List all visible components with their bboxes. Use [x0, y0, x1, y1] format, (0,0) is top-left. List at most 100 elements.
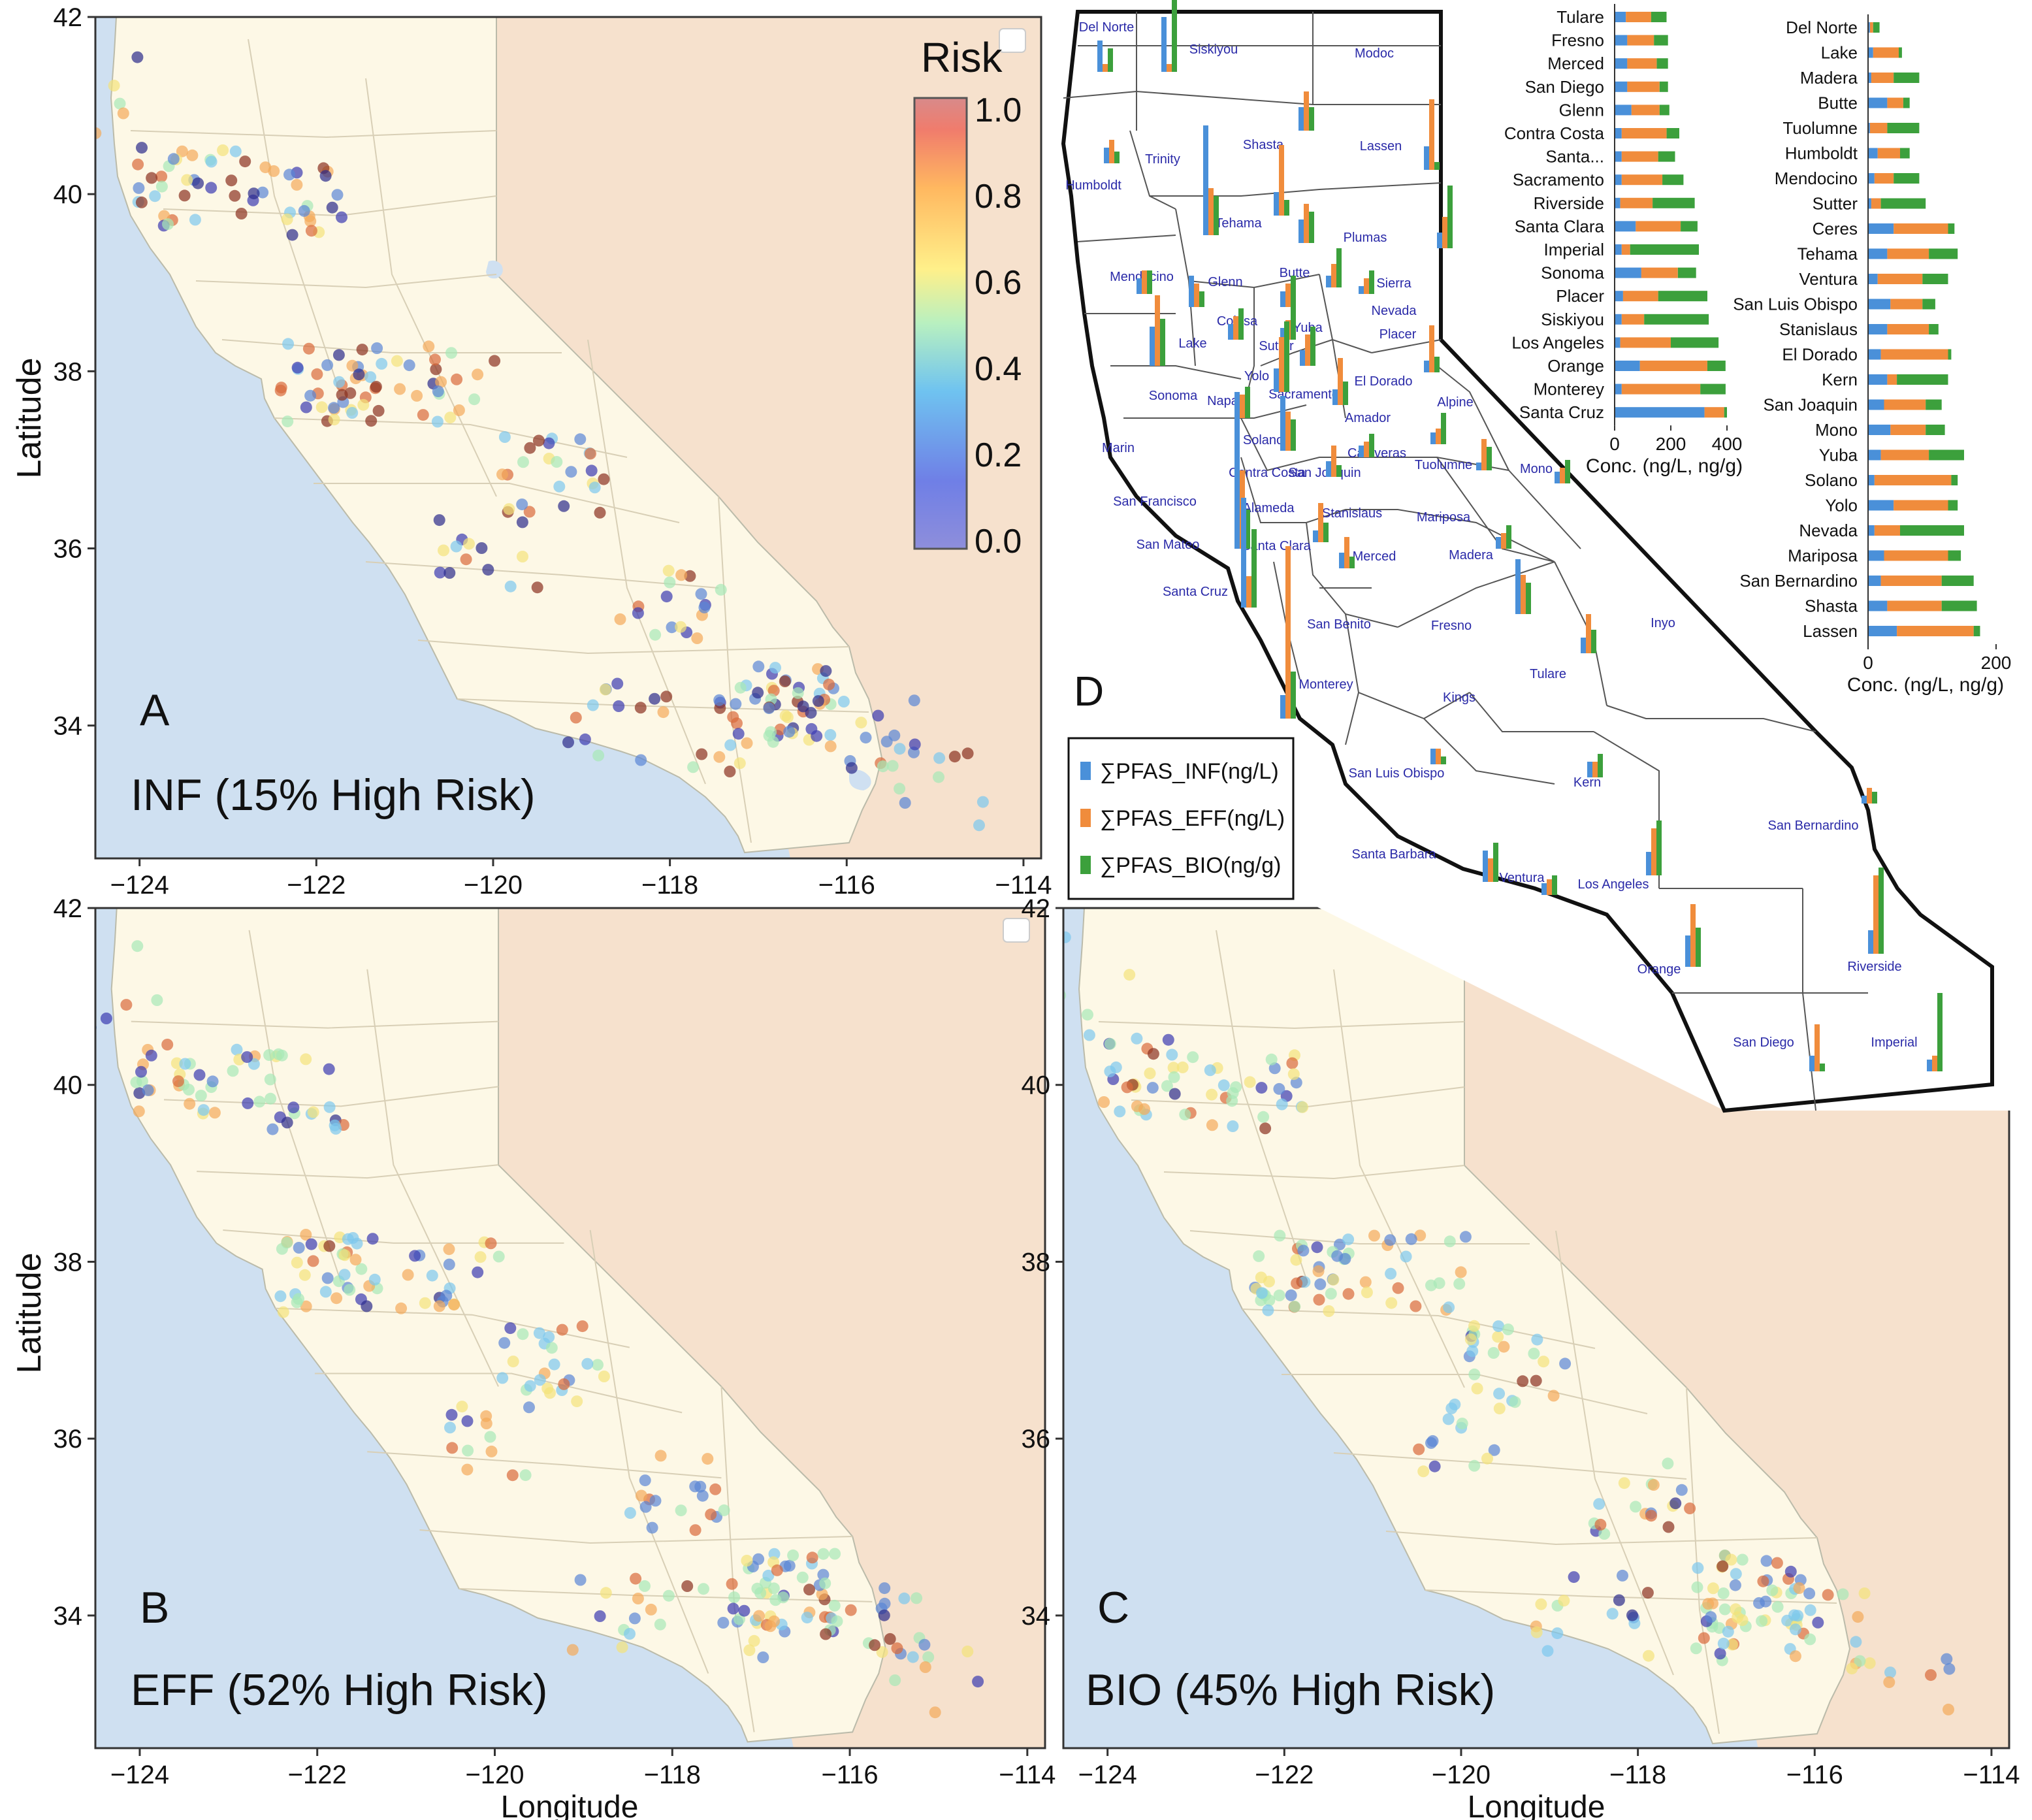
stacked-bar-segment — [1868, 47, 1873, 58]
county-map-bar — [1245, 510, 1250, 549]
station-point — [1443, 1235, 1456, 1248]
station-point — [635, 754, 647, 766]
station-point — [496, 1372, 509, 1384]
station-point — [1314, 1278, 1327, 1290]
legend-box — [999, 28, 1026, 53]
x-tick-label: −116 — [1786, 1761, 1843, 1789]
stacked-bar-segment — [1621, 383, 1701, 395]
stacked-bar-segment — [1630, 244, 1699, 255]
axis-ticks: −124 −122 −120 −118 −116 −114 42 40 38 36 34 — [54, 3, 1052, 900]
county-map-bar — [1369, 270, 1374, 294]
station-point — [753, 1610, 766, 1622]
station-point — [524, 442, 536, 454]
station-point — [184, 1097, 196, 1110]
county-label: San Diego — [1733, 1035, 1794, 1050]
station-point — [1481, 1452, 1493, 1465]
bar-category-label: Placer — [1556, 286, 1604, 306]
stacked-bar-segment — [1656, 58, 1668, 69]
panel-letter: B — [140, 1583, 169, 1633]
station-point — [1455, 1266, 1467, 1278]
bar-category-label: Santa... — [1545, 147, 1604, 167]
station-point — [433, 514, 445, 527]
county-map-bar — [1868, 930, 1873, 954]
station-point — [574, 1574, 587, 1586]
station-point — [1669, 1497, 1682, 1510]
stacked-bar-segment — [1615, 128, 1622, 138]
county-label: Marin — [1102, 441, 1135, 455]
station-point — [311, 368, 323, 380]
station-point — [1442, 1413, 1455, 1425]
station-point — [1729, 1579, 1741, 1591]
bar-chart-left: Tulare Fresno Merced San Diego Glenn Contra C… — [1504, 4, 1743, 477]
county-map-bar — [1279, 145, 1284, 216]
station-point — [1414, 1229, 1427, 1242]
station-point — [743, 1644, 756, 1657]
station-point — [281, 213, 293, 225]
station-point — [462, 1444, 474, 1457]
california-land — [1078, 908, 1851, 1745]
station-point — [718, 1504, 730, 1516]
station-point — [286, 229, 298, 241]
county-map-bar — [1560, 468, 1565, 483]
county-map-bar — [1937, 993, 1943, 1071]
neighbor-states — [496, 17, 1041, 858]
county-map-bar — [1364, 442, 1369, 457]
county-map-bar — [1476, 463, 1481, 470]
station-point — [922, 1651, 935, 1663]
x-tick-label: −114 — [1963, 1761, 2020, 1789]
station-point — [705, 1508, 717, 1521]
colorbar-tick: 0.4 — [975, 350, 1022, 388]
station-point — [376, 357, 388, 370]
y-tick-label: 38 — [54, 1248, 83, 1276]
county-map-bar — [1109, 140, 1114, 163]
station-point — [485, 1445, 498, 1457]
station-point — [430, 363, 442, 376]
stacked-bar-segment — [1868, 274, 1878, 284]
stacked-bar-segment — [1869, 22, 1873, 33]
risk-points-eff — [95, 940, 984, 1719]
station-point — [444, 412, 457, 424]
station-point — [734, 757, 746, 770]
station-point — [461, 1463, 474, 1476]
station-point — [433, 1300, 445, 1312]
county-map-bar — [1429, 99, 1434, 170]
county-label: Trinity — [1145, 152, 1180, 167]
station-point — [635, 1489, 647, 1502]
station-point — [274, 384, 287, 397]
station-point — [1613, 1594, 1625, 1606]
station-point — [933, 752, 946, 764]
station-point — [1863, 1657, 1876, 1669]
station-point — [1837, 1588, 1849, 1601]
bar-category-label: Tulare — [1556, 7, 1604, 27]
bar-category-label: Nevada — [1799, 521, 1858, 540]
y-tick-label: 40 — [54, 180, 83, 209]
station-point — [248, 187, 260, 200]
county-map-bar — [1552, 875, 1557, 895]
station-point — [1531, 1333, 1543, 1346]
stacked-bar-segment — [1868, 22, 1870, 33]
county-label: Tulare — [1530, 667, 1566, 681]
station-point — [189, 214, 201, 226]
county-map-bar — [1274, 192, 1279, 216]
stacked-bar-segment — [1922, 299, 1935, 310]
station-point — [1717, 1637, 1730, 1649]
station-point — [1204, 1064, 1216, 1077]
station-point — [135, 196, 148, 208]
station-point — [752, 687, 764, 699]
county-map-bar — [1369, 434, 1374, 457]
station-point — [403, 359, 415, 372]
station-point — [1804, 1604, 1816, 1616]
county-map-bar — [1349, 557, 1355, 568]
station-point — [145, 1049, 157, 1062]
county-map-bar — [1587, 762, 1592, 777]
station-point — [1257, 1111, 1270, 1123]
station-point — [321, 1272, 334, 1284]
stacked-bar-segment — [1973, 626, 1980, 636]
station-point — [566, 1644, 579, 1656]
bar-category-label: Madera — [1800, 68, 1858, 88]
bar-legend: ∑PFAS_INF(ng/L) ∑PFAS_EFF(ng/L) ∑PFAS_BI… — [1067, 737, 1295, 900]
station-point — [1551, 1627, 1564, 1640]
county-map-bar — [1441, 413, 1446, 444]
stacked-bar-segment — [1704, 407, 1724, 418]
